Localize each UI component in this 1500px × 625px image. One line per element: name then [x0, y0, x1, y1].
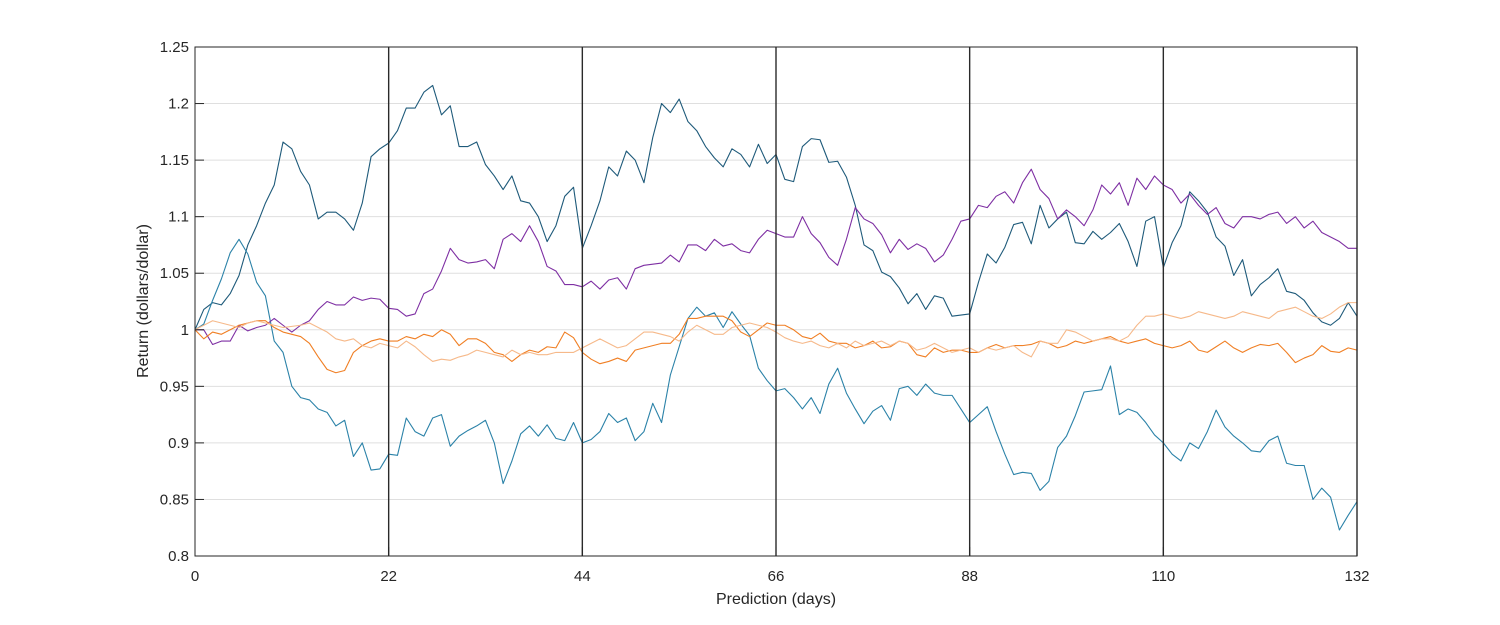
x-tick-label: 110 [1151, 568, 1175, 585]
y-ticks: 0.8 0.85 0.9 0.95 1 1.05 1.1 1.15 1.2 1.25 [160, 39, 204, 565]
x-tick-label: 132 [1344, 568, 1369, 585]
y-tick-label: 1.2 [168, 96, 189, 113]
x-tick-label: 0 [191, 568, 199, 585]
x-tick-label: 66 [768, 568, 785, 585]
x-axis-label: Prediction (days) [716, 591, 836, 608]
x-tick-label: 22 [380, 568, 397, 585]
x-tick-label: 44 [574, 568, 591, 585]
y-tick-label: 1.05 [160, 265, 189, 282]
y-tick-label: 1.15 [160, 152, 189, 169]
y-tick-label: 0.85 [160, 491, 189, 508]
y-tick-label: 1.1 [168, 209, 189, 226]
y-tick-label: 0.9 [168, 435, 189, 452]
y-tick-label: 1.25 [160, 39, 189, 56]
x-tick-label: 88 [961, 568, 978, 585]
y-tick-label: 1 [181, 322, 189, 339]
y-tick-label: 0.95 [160, 378, 189, 395]
x-ticks: 0 22 44 66 88 110 132 [191, 547, 1370, 585]
y-tick-label: 0.8 [168, 548, 189, 565]
y-axis-label: Return (dollars/dollar) [135, 224, 152, 378]
